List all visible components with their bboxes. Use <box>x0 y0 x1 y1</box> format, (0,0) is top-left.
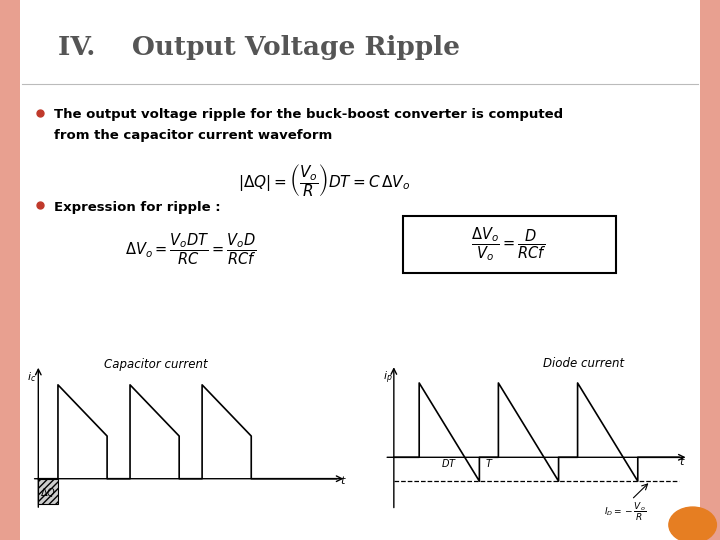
Text: The output voltage ripple for the buck-boost converter is computed: The output voltage ripple for the buck-b… <box>54 108 563 121</box>
Polygon shape <box>38 479 58 504</box>
Text: Capacitor current: Capacitor current <box>104 358 208 371</box>
Text: $\Delta Q$: $\Delta Q$ <box>40 487 56 500</box>
Text: $i_p$: $i_p$ <box>383 370 392 386</box>
FancyBboxPatch shape <box>403 216 616 273</box>
Text: from the capacitor current waveform: from the capacitor current waveform <box>54 129 332 141</box>
Text: Expression for ripple :: Expression for ripple : <box>54 201 220 214</box>
Text: Diode current: Diode current <box>544 357 624 370</box>
Text: $t$: $t$ <box>340 475 346 487</box>
Text: $\Delta V_o = \dfrac{V_o DT}{RC} = \dfrac{V_o D}{RCf}$: $\Delta V_o = \dfrac{V_o DT}{RC} = \dfra… <box>125 232 256 267</box>
Text: $DT$: $DT$ <box>441 457 457 469</box>
FancyBboxPatch shape <box>700 0 720 540</box>
Text: $|\Delta Q| = \left(\dfrac{V_o}{R}\right)DT = C\,\Delta V_o$: $|\Delta Q| = \left(\dfrac{V_o}{R}\right… <box>238 162 410 199</box>
Text: $\dfrac{\Delta V_o}{V_o} = \dfrac{D}{RCf}$: $\dfrac{\Delta V_o}{V_o} = \dfrac{D}{RCf… <box>472 225 547 264</box>
Text: $i_c$: $i_c$ <box>27 370 36 384</box>
FancyBboxPatch shape <box>0 0 20 540</box>
Text: IV.    Output Voltage Ripple: IV. Output Voltage Ripple <box>58 35 459 60</box>
Text: $T$: $T$ <box>485 457 493 469</box>
Text: $I_D = -\dfrac{V_o}{R}$: $I_D = -\dfrac{V_o}{R}$ <box>604 501 646 523</box>
Text: $t$: $t$ <box>679 455 685 467</box>
